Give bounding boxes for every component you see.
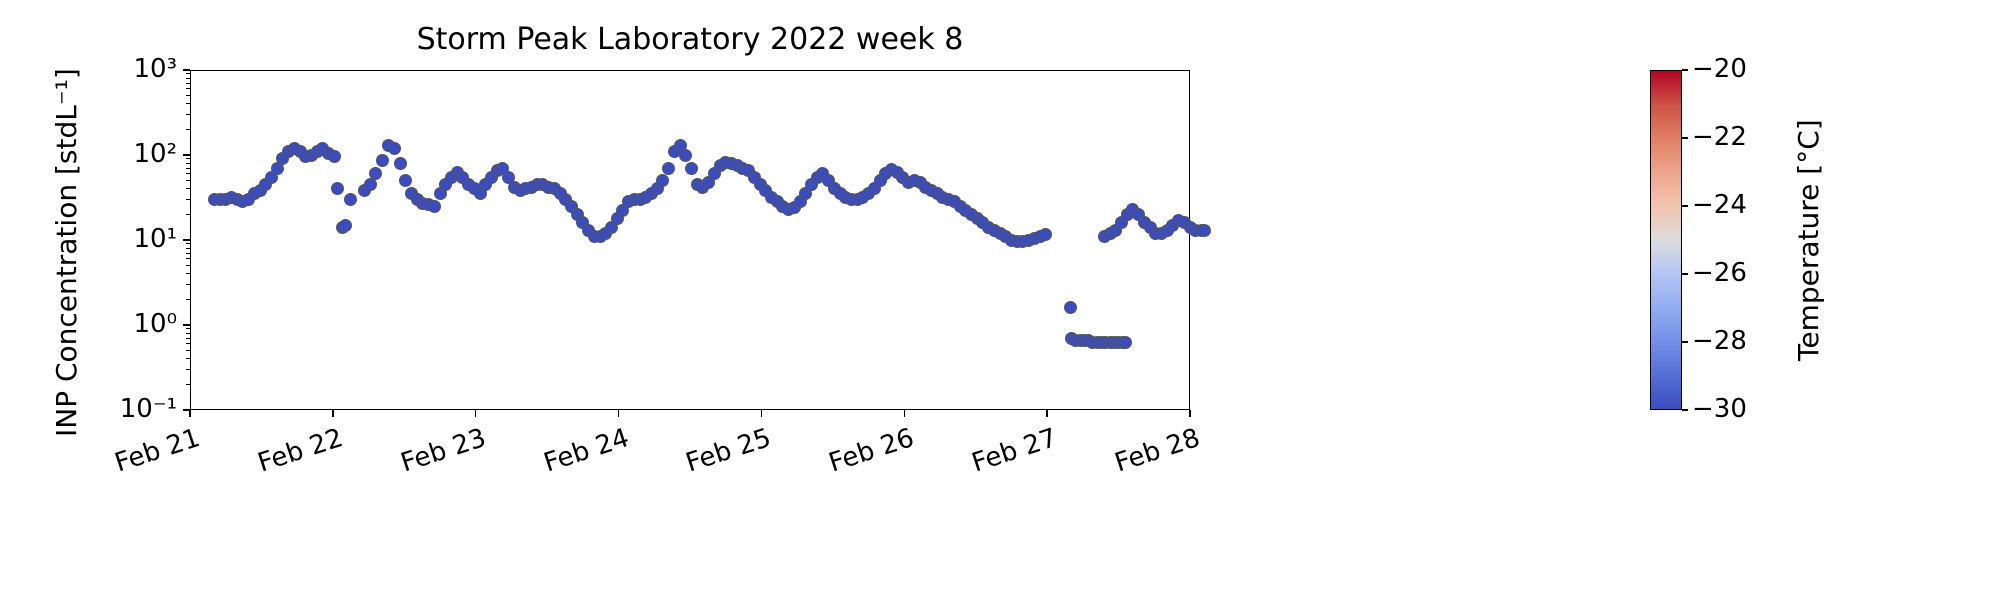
data-point: [685, 162, 698, 175]
x-tick-label: Feb 21: [111, 423, 203, 479]
y-tick-label: 10⁰: [133, 309, 177, 339]
data-point: [1198, 224, 1211, 237]
x-tick-label: Feb 25: [683, 423, 775, 479]
y-minor-tick: [186, 243, 190, 244]
x-tick: [475, 410, 477, 417]
y-tick: [183, 154, 190, 156]
y-tick-label: 10¹: [133, 224, 177, 254]
y-minor-tick: [186, 129, 190, 130]
y-minor-tick: [186, 369, 190, 370]
y-minor-tick: [186, 73, 190, 74]
y-minor-tick: [186, 350, 190, 351]
x-tick: [618, 410, 620, 417]
y-minor-tick: [186, 158, 190, 159]
y-minor-tick: [186, 299, 190, 300]
colorbar-tick: [1682, 137, 1688, 139]
colorbar-tick-label: −20: [1692, 54, 1747, 84]
data-point: [394, 157, 407, 170]
colorbar-tick: [1682, 273, 1688, 275]
colorbar-label: Temperature [°C]: [1792, 119, 1825, 361]
y-minor-tick: [186, 199, 190, 200]
x-tick-label: Feb 27: [968, 423, 1060, 479]
colorbar-tick-label: −30: [1692, 394, 1747, 424]
y-tick: [183, 239, 190, 241]
y-axis-label: INP Concentration [stdL⁻¹]: [50, 68, 83, 437]
colorbar-tick: [1682, 69, 1688, 71]
y-tick: [183, 69, 190, 71]
data-point: [388, 142, 401, 155]
figure: Storm Peak Laboratory 2022 week 8 INP Co…: [0, 0, 2000, 600]
data-point: [344, 193, 357, 206]
data-point: [679, 149, 692, 162]
data-point: [428, 200, 441, 213]
x-tick-label: Feb 22: [254, 423, 346, 479]
colorbar-tick: [1682, 205, 1688, 207]
colorbar-tick-label: −22: [1692, 122, 1747, 152]
x-tick-label: Feb 28: [1111, 423, 1203, 479]
x-tick: [904, 410, 906, 417]
y-minor-tick: [186, 114, 190, 115]
x-tick: [189, 410, 191, 417]
y-minor-tick: [186, 265, 190, 266]
y-minor-tick: [186, 358, 190, 359]
y-minor-tick: [186, 180, 190, 181]
y-minor-tick: [186, 88, 190, 89]
y-minor-tick: [186, 83, 190, 84]
y-tick: [183, 409, 190, 411]
data-point: [331, 182, 344, 195]
y-minor-tick: [186, 284, 190, 285]
data-point: [339, 219, 352, 232]
x-tick-label: Feb 24: [540, 423, 632, 479]
y-minor-tick: [186, 258, 190, 259]
colorbar-tick-label: −24: [1692, 190, 1747, 220]
y-minor-tick: [186, 384, 190, 385]
y-minor-tick: [186, 78, 190, 79]
x-tick: [1046, 410, 1048, 417]
y-tick-label: 10⁻¹: [120, 394, 177, 424]
colorbar-tick-label: −26: [1692, 258, 1747, 288]
x-tick: [332, 410, 334, 417]
y-minor-tick: [186, 163, 190, 164]
chart-title: Storm Peak Laboratory 2022 week 8: [190, 22, 1190, 57]
y-minor-tick: [186, 103, 190, 104]
y-minor-tick: [186, 343, 190, 344]
x-tick-label: Feb 23: [397, 423, 489, 479]
data-point: [1064, 301, 1077, 314]
y-minor-tick: [186, 214, 190, 215]
y-tick: [183, 324, 190, 326]
x-tick: [761, 410, 763, 417]
y-minor-tick: [186, 173, 190, 174]
y-minor-tick: [186, 273, 190, 274]
y-minor-tick: [186, 253, 190, 254]
x-tick: [1189, 410, 1191, 417]
y-tick-label: 10³: [133, 54, 177, 84]
y-minor-tick: [186, 338, 190, 339]
colorbar-tick: [1682, 409, 1688, 411]
x-tick-label: Feb 26: [826, 423, 918, 479]
chart-title-text: Storm Peak Laboratory 2022 week 8: [417, 22, 964, 57]
y-minor-tick: [186, 168, 190, 169]
data-point: [662, 162, 675, 175]
y-minor-tick: [186, 188, 190, 189]
y-minor-tick: [186, 333, 190, 334]
y-minor-tick: [186, 95, 190, 96]
y-minor-tick: [186, 328, 190, 329]
colorbar: [1650, 70, 1682, 410]
colorbar-tick: [1682, 341, 1688, 343]
colorbar-tick-label: −28: [1692, 326, 1747, 356]
y-minor-tick: [186, 248, 190, 249]
y-tick-label: 10²: [133, 139, 177, 169]
